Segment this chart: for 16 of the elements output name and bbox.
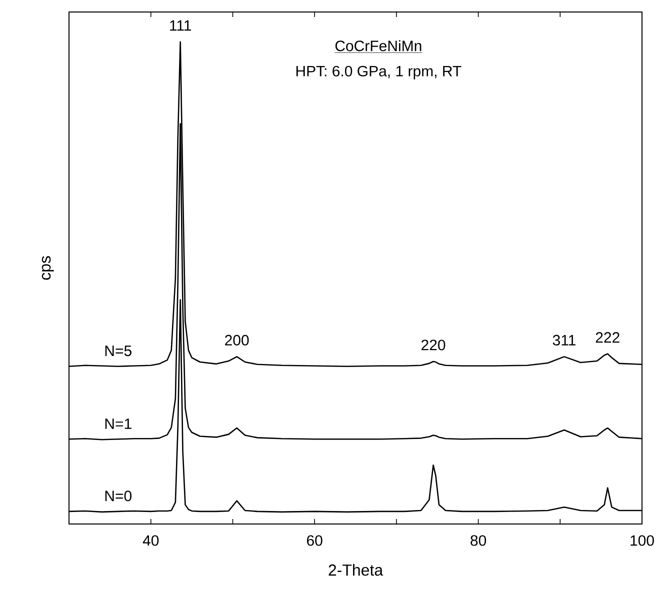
annotation: 311 xyxy=(552,334,576,346)
x-tick-label: 60 xyxy=(307,535,322,546)
annotation: 111 xyxy=(170,20,192,31)
chart-title: CoCrFeNiMn xyxy=(335,40,422,52)
x-axis-title: 2-Theta xyxy=(328,564,384,576)
x-tick-label: 40 xyxy=(142,535,159,546)
annotation: 222 xyxy=(596,332,620,343)
annotation: 220 xyxy=(422,340,446,350)
text: HPT: 6.0 GPa, 1 rpm, RT xyxy=(296,66,462,80)
series-label: N=0 xyxy=(105,490,132,502)
x-tick-label: 80 xyxy=(470,535,486,546)
series-label: N=1 xyxy=(105,418,132,429)
x-tick-label: 100 xyxy=(630,535,654,546)
series-label: N=5 xyxy=(105,346,132,356)
y-axis-title: cps xyxy=(42,256,54,280)
annotation: 200 xyxy=(225,334,249,346)
